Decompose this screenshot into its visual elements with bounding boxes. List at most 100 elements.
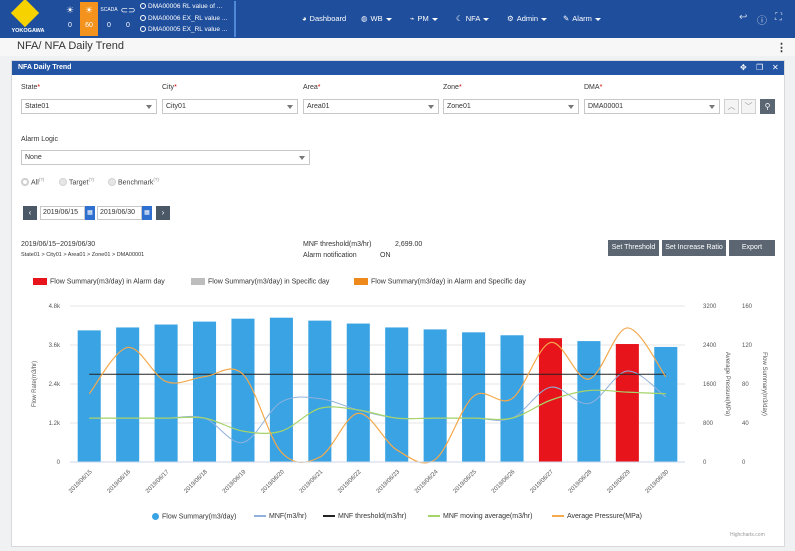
legend-alarm-day[interactable]: Flow Summary(m3/day) in Alarm day <box>33 278 165 290</box>
location-path: State01 > City01 > Area01 > Zone01 > DMA… <box>21 252 145 258</box>
restore-window-icon[interactable]: ❐ <box>756 63 764 72</box>
breadcrumb: NFA/ NFA Daily Trend <box>17 40 124 52</box>
radio-target[interactable]: Target(?) <box>59 177 94 187</box>
moon-icon: ☾ <box>456 14 463 23</box>
scada-icon: SCADA <box>100 7 118 13</box>
state-select[interactable]: State01 <box>21 99 157 114</box>
radio-all[interactable]: All(?) <box>21 177 44 187</box>
chevron-up-icon: ︿ <box>727 102 736 111</box>
nav-wb[interactable]: ◍ WB <box>361 13 392 25</box>
circle-icon <box>140 26 146 33</box>
set-increase-ratio-button[interactable]: Set Increase Ratio <box>662 240 726 256</box>
stat-scada[interactable]: SCADA 0 <box>100 2 118 36</box>
alarm-logic-select[interactable]: None <box>21 150 310 165</box>
set-threshold-button[interactable]: Set Threshold <box>608 240 659 256</box>
move-icon[interactable]: ✥ <box>740 63 747 72</box>
calendar-icon[interactable]: ▦ <box>85 206 95 220</box>
legend-marker <box>254 515 266 518</box>
dropdown-arrow-icon <box>299 156 305 160</box>
circle-icon <box>140 3 146 10</box>
alarm-logic-label: Alarm Logic <box>21 136 58 143</box>
previous-period-button[interactable]: ‹ <box>23 206 37 220</box>
caret-down-icon <box>431 17 438 21</box>
alarm-list: DMA00006 RL value of ... DMA00006 EX_RL … <box>140 1 234 37</box>
date-range-text: 2019/06/15~2019/06/30 <box>21 241 96 248</box>
radio-selected-icon <box>21 178 29 187</box>
nav-dashboard[interactable]: ◕ Dashboard <box>302 14 347 23</box>
nav-pm[interactable]: ⌁ PM <box>410 13 438 25</box>
stat-sun[interactable]: ☀ 0 <box>61 2 79 36</box>
info-icon[interactable]: ⓘ <box>757 16 767 27</box>
legend-swatch <box>354 278 368 285</box>
next-period-button[interactable]: › <box>156 206 170 220</box>
date-from-input[interactable]: 2019/06/15 <box>40 206 85 220</box>
alarm-scrollbar[interactable] <box>234 1 236 37</box>
alarm-item[interactable]: DMA00005 EX_RL value ... <box>140 24 234 36</box>
legend-specific-day[interactable]: Flow Summary(m3/day) in Specific day <box>191 278 329 290</box>
back-arrow-icon[interactable]: ↩ <box>739 12 748 23</box>
mnf-threshold-label: MNF threshold(m3/hr) <box>303 241 372 248</box>
stat-sun-alert[interactable]: ☀ 60 <box>80 2 98 36</box>
zone-label: Zone* <box>443 84 462 91</box>
legend-marker <box>552 515 564 518</box>
legend-mnf[interactable]: MNF(m3/hr) <box>254 513 307 520</box>
radio-benchmark[interactable]: Benchmark(?) <box>108 177 159 187</box>
search-button[interactable]: ⚲ <box>760 99 775 114</box>
panel-title: NFA Daily Trend <box>18 64 72 71</box>
area-select[interactable]: Area01 <box>303 99 439 114</box>
legend-marker <box>428 515 440 518</box>
dropdown-arrow-icon <box>146 105 152 109</box>
alarm-item[interactable]: DMA00006 RL value of ... <box>140 1 234 13</box>
dropdown-arrow-icon <box>568 105 574 109</box>
legend-marker <box>323 515 335 518</box>
caret-down-icon <box>541 17 547 21</box>
top-bar: YOKOGAWA ☀ 0 ☀ 60 SCADA 0 ⊂⊃ 0 DMA00006 … <box>0 0 795 38</box>
line-chart-icon: ⌁ <box>410 14 415 23</box>
city-select[interactable]: City01 <box>162 99 298 114</box>
calendar-icon[interactable]: ▦ <box>142 206 152 220</box>
nav-nfa[interactable]: ☾ NFA <box>456 13 490 25</box>
dma-select[interactable]: DMA00001 <box>584 99 720 114</box>
city-label: City* <box>162 84 177 91</box>
legend-alarm-specific-day[interactable]: Flow Summary(m3/day) in Alarm and Specif… <box>354 278 526 290</box>
caret-down-icon <box>385 17 392 21</box>
nav-alarm[interactable]: ✎ Alarm <box>563 13 601 25</box>
nfa-daily-trend-panel: NFA Daily Trend ✥ ❐ ✕ <box>11 60 785 547</box>
stat-toggle[interactable]: ⊂⊃ 0 <box>119 2 137 36</box>
legend-flow-summary[interactable]: Flow Summary(m3/day) <box>152 513 236 520</box>
stat-value: 0 <box>107 22 111 29</box>
next-dma-button[interactable]: ﹀ <box>741 99 756 114</box>
previous-dma-button[interactable]: ︿ <box>724 99 739 114</box>
dropdown-arrow-icon <box>428 105 434 109</box>
alarm-item[interactable]: DMA00006 EX_RL value ... <box>140 13 234 25</box>
zone-select[interactable]: Zone01 <box>443 99 579 114</box>
chevron-down-icon: ﹀ <box>744 102 753 111</box>
dma-label: DMA* <box>584 84 603 91</box>
alarm-notification-value: ON <box>380 252 391 259</box>
legend-swatch <box>191 278 205 285</box>
nav-admin[interactable]: ⚙ Admin <box>507 13 547 25</box>
yokogawa-logo[interactable]: YOKOGAWA <box>0 0 56 38</box>
dropdown-arrow-icon <box>287 105 293 109</box>
close-icon[interactable]: ✕ <box>772 63 779 72</box>
legend-mnf-moving-average[interactable]: MNF moving average(m3/hr) <box>428 513 532 520</box>
legend-average-pressure[interactable]: Average Pressure(MPa) <box>552 513 642 520</box>
highcharts-credit[interactable]: Highcharts.com <box>730 532 765 538</box>
toggle-icon: ⊂⊃ <box>120 5 136 15</box>
globe-icon: ◍ <box>361 14 368 23</box>
chevron-right-icon: › <box>161 208 165 217</box>
mnf-threshold-value: 2,699.00 <box>395 241 423 248</box>
date-to-input[interactable]: 2019/06/30 <box>97 206 142 220</box>
area-label: Area* <box>303 84 321 91</box>
legend-swatch <box>33 278 47 285</box>
alarm-notification-label: Alarm notification <box>303 252 357 259</box>
more-vertical-icon[interactable]: ⋮ <box>776 42 787 54</box>
legend-mnf-threshold[interactable]: MNF threshold(m3/hr) <box>323 513 406 520</box>
export-button[interactable]: Export <box>729 240 775 256</box>
fullscreen-icon[interactable]: ⛶ <box>775 12 782 23</box>
gear-icon: ⚙ <box>507 14 514 23</box>
palette-icon: ◕ <box>302 14 307 23</box>
radio-icon <box>108 178 116 187</box>
search-icon: ⚲ <box>764 102 771 111</box>
caret-down-icon <box>594 17 601 21</box>
